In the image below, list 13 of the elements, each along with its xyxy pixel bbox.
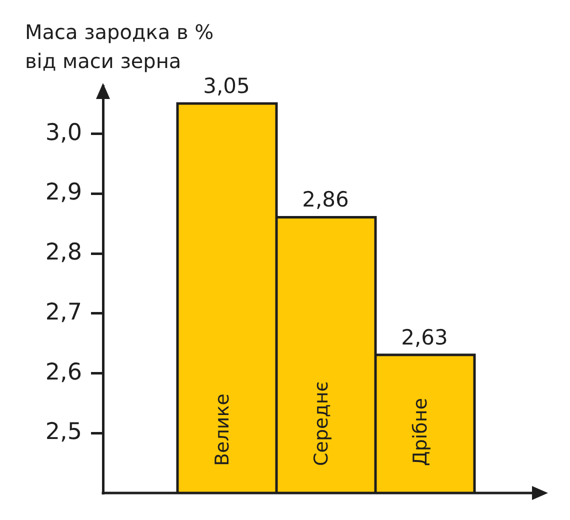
y-tick-label: 2,6 (45, 359, 82, 386)
x-tick-label: Середнє (310, 381, 332, 466)
data-label: 2,63 (401, 325, 448, 350)
y-tick-label: 3,0 (45, 120, 82, 146)
x-tick-label: Дрібне (409, 398, 432, 466)
y-tick-label: 2,7 (45, 299, 82, 326)
x-tick-label: Велике (211, 394, 234, 466)
data-label: 2,86 (302, 188, 349, 212)
y-tick-label: 2,9 (45, 180, 82, 206)
y-tick-label: 2,8 (45, 240, 82, 266)
y-axis-title: Маса зародка в % від маси зерна (25, 20, 214, 73)
data-label: 3,05 (203, 74, 250, 98)
y-tick-label: 2,5 (45, 419, 82, 446)
